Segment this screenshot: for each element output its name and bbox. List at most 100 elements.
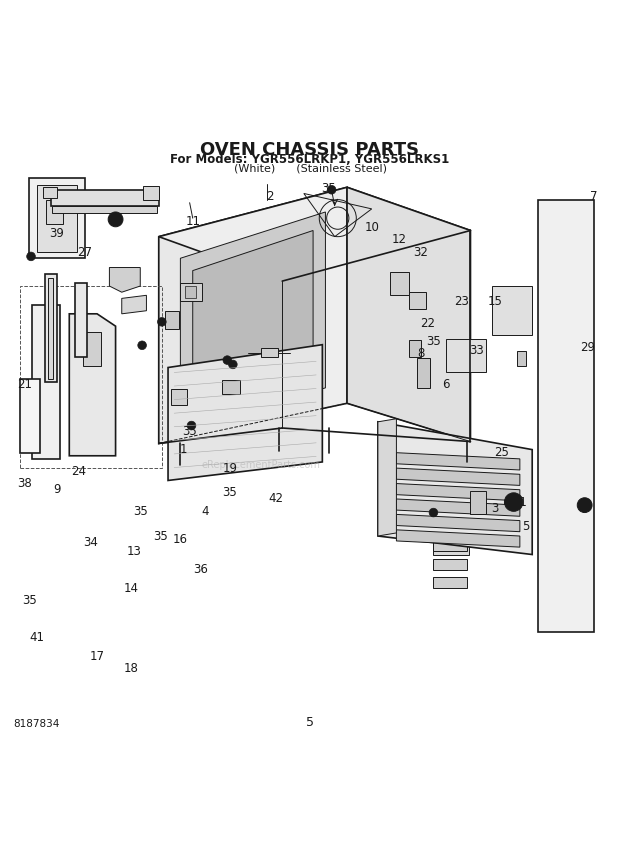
Bar [43, 187, 57, 198]
Bar [143, 186, 159, 199]
Text: 23: 23 [454, 295, 469, 308]
Bar [433, 577, 467, 588]
Bar [260, 348, 278, 357]
Bar [46, 199, 63, 224]
Circle shape [27, 252, 35, 261]
Polygon shape [180, 212, 326, 428]
Text: eReplacementParts.com: eReplacementParts.com [201, 460, 320, 470]
Polygon shape [396, 453, 520, 470]
Circle shape [108, 212, 123, 227]
Bar [417, 359, 430, 388]
Text: 13: 13 [126, 545, 141, 558]
Bar [48, 278, 53, 378]
Text: 4: 4 [202, 505, 209, 518]
Text: 39: 39 [50, 227, 64, 240]
Polygon shape [20, 378, 40, 453]
Bar [433, 496, 469, 555]
Bar [51, 190, 159, 205]
Bar [516, 351, 526, 366]
Polygon shape [538, 199, 594, 632]
Text: 12: 12 [392, 233, 407, 247]
Circle shape [157, 318, 166, 326]
Text: 5: 5 [306, 716, 314, 729]
Text: 17: 17 [89, 650, 105, 663]
Text: 42: 42 [268, 492, 283, 506]
Text: 19: 19 [222, 461, 237, 474]
Text: 10: 10 [365, 221, 379, 234]
Text: OVEN CHASSIS PARTS: OVEN CHASSIS PARTS [200, 141, 420, 159]
Polygon shape [32, 305, 60, 459]
Text: 5: 5 [522, 520, 529, 533]
Circle shape [138, 341, 146, 349]
Bar [446, 484, 471, 520]
Text: 8187834: 8187834 [14, 719, 60, 729]
Text: 35: 35 [182, 425, 197, 437]
Text: 1: 1 [180, 443, 187, 456]
Text: 27: 27 [78, 246, 92, 259]
Text: 31: 31 [512, 496, 527, 508]
Text: 16: 16 [173, 532, 188, 545]
Text: 34: 34 [84, 536, 99, 549]
Polygon shape [396, 514, 520, 532]
Text: 35: 35 [22, 594, 37, 607]
Text: 35: 35 [321, 182, 336, 195]
Bar [433, 540, 467, 551]
Text: 11: 11 [185, 215, 200, 228]
Polygon shape [396, 484, 520, 501]
Bar [165, 311, 179, 330]
Text: 8: 8 [417, 348, 425, 360]
Bar [433, 522, 467, 533]
Bar [180, 283, 202, 301]
Bar [492, 286, 532, 336]
Text: 35: 35 [426, 335, 441, 348]
Text: 14: 14 [123, 582, 138, 595]
Text: 2: 2 [266, 190, 273, 203]
Bar [37, 186, 78, 252]
Polygon shape [122, 295, 146, 314]
Text: 21: 21 [17, 378, 32, 391]
Text: 38: 38 [17, 477, 32, 490]
Polygon shape [396, 530, 520, 547]
Polygon shape [159, 187, 471, 281]
Polygon shape [69, 314, 115, 455]
Polygon shape [159, 187, 347, 443]
Bar [409, 292, 426, 310]
Bar [390, 272, 409, 295]
Bar [20, 286, 162, 468]
Text: 36: 36 [193, 563, 208, 576]
Bar [29, 178, 85, 259]
Polygon shape [159, 236, 282, 443]
Circle shape [187, 421, 196, 430]
Circle shape [429, 508, 438, 517]
Circle shape [223, 356, 232, 365]
Bar [446, 338, 486, 372]
Text: 35: 35 [133, 505, 148, 518]
Bar [76, 283, 87, 357]
Text: For Models: YGR556LRKP1, YGR556LRKS1: For Models: YGR556LRKP1, YGR556LRKS1 [170, 153, 450, 166]
Bar [45, 274, 57, 382]
Polygon shape [378, 419, 396, 536]
Text: 25: 25 [494, 446, 509, 459]
Text: 6: 6 [442, 378, 450, 391]
Polygon shape [168, 345, 322, 480]
Bar [171, 389, 187, 405]
Bar [52, 205, 157, 213]
Text: 3: 3 [492, 502, 499, 514]
Text: 9: 9 [53, 484, 61, 496]
Text: 35: 35 [223, 486, 237, 499]
Text: 15: 15 [488, 295, 503, 308]
Text: 33: 33 [469, 344, 484, 357]
Text: 41: 41 [30, 632, 45, 645]
Bar [409, 340, 421, 357]
Text: 24: 24 [71, 465, 86, 478]
Polygon shape [109, 268, 140, 292]
Text: 22: 22 [420, 317, 435, 330]
Text: (White)      (Stainless Steel): (White) (Stainless Steel) [234, 163, 386, 174]
Polygon shape [396, 468, 520, 485]
Bar [433, 559, 467, 570]
Circle shape [505, 493, 523, 511]
Bar [471, 491, 486, 514]
Circle shape [577, 497, 592, 513]
Text: 7: 7 [590, 190, 598, 203]
Bar [223, 380, 240, 394]
